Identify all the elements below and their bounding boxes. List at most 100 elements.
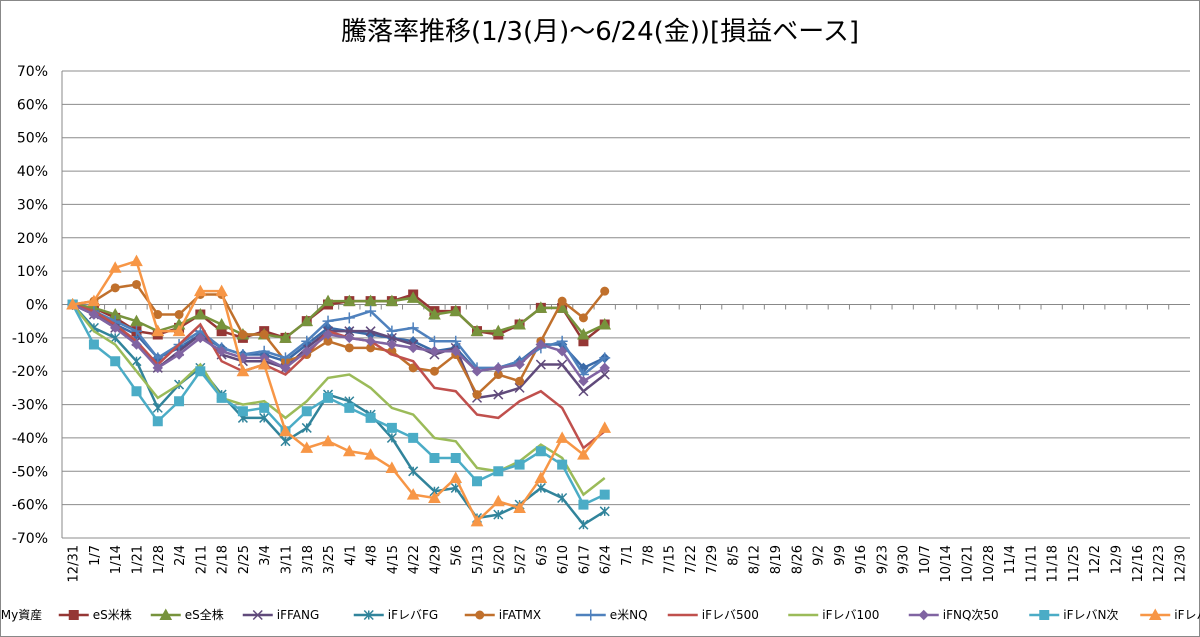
point (493, 466, 504, 477)
point (193, 284, 207, 297)
point (578, 499, 589, 510)
point (322, 329, 334, 340)
point (215, 284, 228, 297)
point (429, 452, 440, 463)
point (1148, 608, 1162, 620)
point (173, 349, 185, 360)
x-tick-label: 3/25 (322, 545, 337, 574)
y-tick-label: 30% (17, 197, 48, 213)
legend-label: iFFANG (277, 608, 320, 622)
y-tick-label: -30% (12, 398, 48, 414)
point (152, 416, 163, 427)
point (172, 324, 186, 337)
point (110, 332, 121, 343)
point (252, 609, 263, 621)
point (365, 412, 376, 423)
point (66, 297, 79, 310)
point (301, 335, 313, 347)
point (364, 294, 377, 307)
y-tick-label: 20% (17, 231, 48, 247)
point (259, 330, 269, 340)
x-tick-label: 12/9 (1110, 545, 1125, 574)
point (152, 402, 163, 413)
point (514, 459, 525, 470)
point (130, 325, 142, 337)
x-tick-label: 5/6 (450, 545, 465, 566)
point (386, 432, 397, 443)
point (600, 286, 610, 296)
x-tick-label: 6/3 (535, 545, 550, 566)
point (153, 310, 163, 320)
y-tick-label: 10% (17, 264, 48, 280)
y-tick-label: 60% (17, 97, 48, 113)
series-line (72, 303, 606, 450)
x-tick-label: 9/30 (897, 545, 912, 574)
point (216, 345, 227, 357)
point (321, 434, 335, 447)
point (108, 261, 122, 273)
point (301, 345, 312, 357)
point (599, 489, 610, 500)
y-tick-label: 70% (17, 64, 48, 80)
point (408, 466, 419, 477)
x-tick-label: 9/23 (875, 545, 890, 574)
point (428, 307, 441, 320)
point (364, 448, 377, 460)
point (301, 406, 312, 417)
x-tick-label: 4/8 (365, 545, 380, 566)
point (216, 392, 227, 403)
point (322, 315, 334, 327)
point (323, 336, 333, 346)
point (321, 294, 335, 307)
point (557, 492, 568, 504)
x-tick-label: 8/26 (790, 545, 805, 574)
legend-label: iFレバ500 (702, 608, 759, 622)
point (407, 322, 419, 334)
point (130, 254, 143, 267)
point (491, 494, 505, 507)
point (279, 331, 292, 343)
x-tick-label: 4/22 (407, 545, 422, 574)
point (159, 608, 173, 620)
point (237, 406, 248, 417)
legend-label: eS米株 (93, 607, 132, 622)
point (428, 335, 440, 347)
x-tick-label: 3/4 (258, 545, 273, 566)
point (556, 335, 568, 347)
point (174, 310, 184, 320)
point (110, 356, 121, 367)
legend-label: iFレバFG (388, 608, 438, 622)
point (279, 352, 291, 364)
x-tick-label: 7/8 (641, 545, 656, 566)
point (513, 501, 526, 513)
point (599, 352, 611, 364)
legend-label: iFレバN次 (1063, 608, 1118, 622)
point (515, 376, 525, 386)
legend-label: iFATMX (499, 608, 541, 622)
point (514, 359, 525, 370)
legend-label: iFNQ次50 (943, 608, 999, 622)
x-tick-label: 10/7 (918, 545, 933, 574)
point (534, 301, 548, 313)
x-tick-label: 1/14 (109, 545, 124, 574)
point (578, 519, 589, 530)
x-tick-label: 7/29 (705, 545, 720, 574)
x-tick-label: 5/27 (514, 545, 529, 574)
y-tick-label: -40% (12, 431, 48, 447)
point (491, 324, 505, 337)
point (449, 304, 463, 317)
point (238, 330, 248, 340)
point (556, 345, 568, 357)
x-tick-label: 12/23 (1152, 545, 1167, 582)
point (535, 482, 546, 493)
x-tick-label: 11/4 (1003, 545, 1018, 574)
x-tick-label: 3/11 (279, 545, 294, 574)
point (599, 506, 610, 517)
point (577, 327, 590, 340)
point (408, 432, 419, 443)
point (215, 317, 228, 330)
point (1039, 610, 1050, 620)
x-tick-label: 11/18 (1046, 545, 1061, 582)
x-tick-label: 5/20 (492, 545, 507, 574)
legend-label: iFレバ100 (822, 608, 879, 622)
